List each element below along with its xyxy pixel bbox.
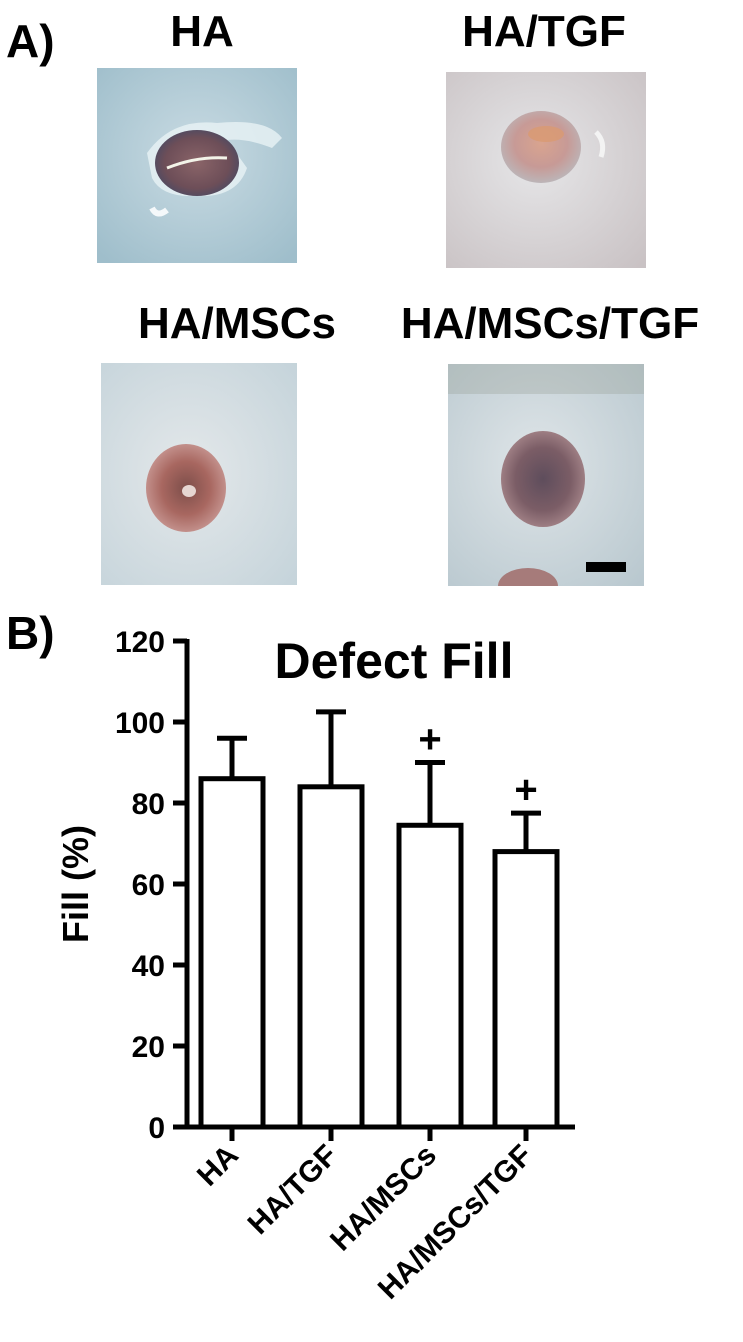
photo-ha-tgf <box>446 72 646 268</box>
panel-a-label: A) <box>6 15 55 67</box>
y-tick-label: 120 <box>115 626 165 659</box>
bar <box>198 776 266 1130</box>
photo-ha <box>97 68 297 263</box>
y-tick-label: 60 <box>132 869 165 902</box>
photo-title-ha-mscs: HA/MSCs <box>137 299 337 348</box>
x-tick-label: HA/TGF <box>242 1139 344 1241</box>
photo-title-ha: HA <box>170 7 234 56</box>
y-axis-label: Fill (%) <box>55 825 96 943</box>
x-tick-label: HA <box>191 1139 245 1193</box>
significance-marker: + <box>418 718 441 762</box>
panel-b-label: B) <box>6 607 55 659</box>
y-tick-label: 0 <box>148 1112 165 1145</box>
y-tick-label: 40 <box>132 950 165 983</box>
y-tick-label: 80 <box>132 788 165 821</box>
y-tick-label: 20 <box>132 1031 165 1064</box>
photo-title-ha-tgf: HA/TGF <box>462 7 626 56</box>
chart-title: Defect Fill <box>275 633 514 689</box>
bar <box>492 849 560 1130</box>
bar <box>297 784 365 1130</box>
scale-bar <box>586 562 626 572</box>
y-tick-label: 100 <box>115 707 165 740</box>
photo-title-ha-mscs-tgf: HA/MSCs/TGF <box>400 299 700 348</box>
photo-ha-mscs-tgf <box>448 364 644 586</box>
bar <box>396 822 464 1130</box>
photo-ha-mscs <box>101 363 297 585</box>
significance-marker: + <box>514 768 537 812</box>
